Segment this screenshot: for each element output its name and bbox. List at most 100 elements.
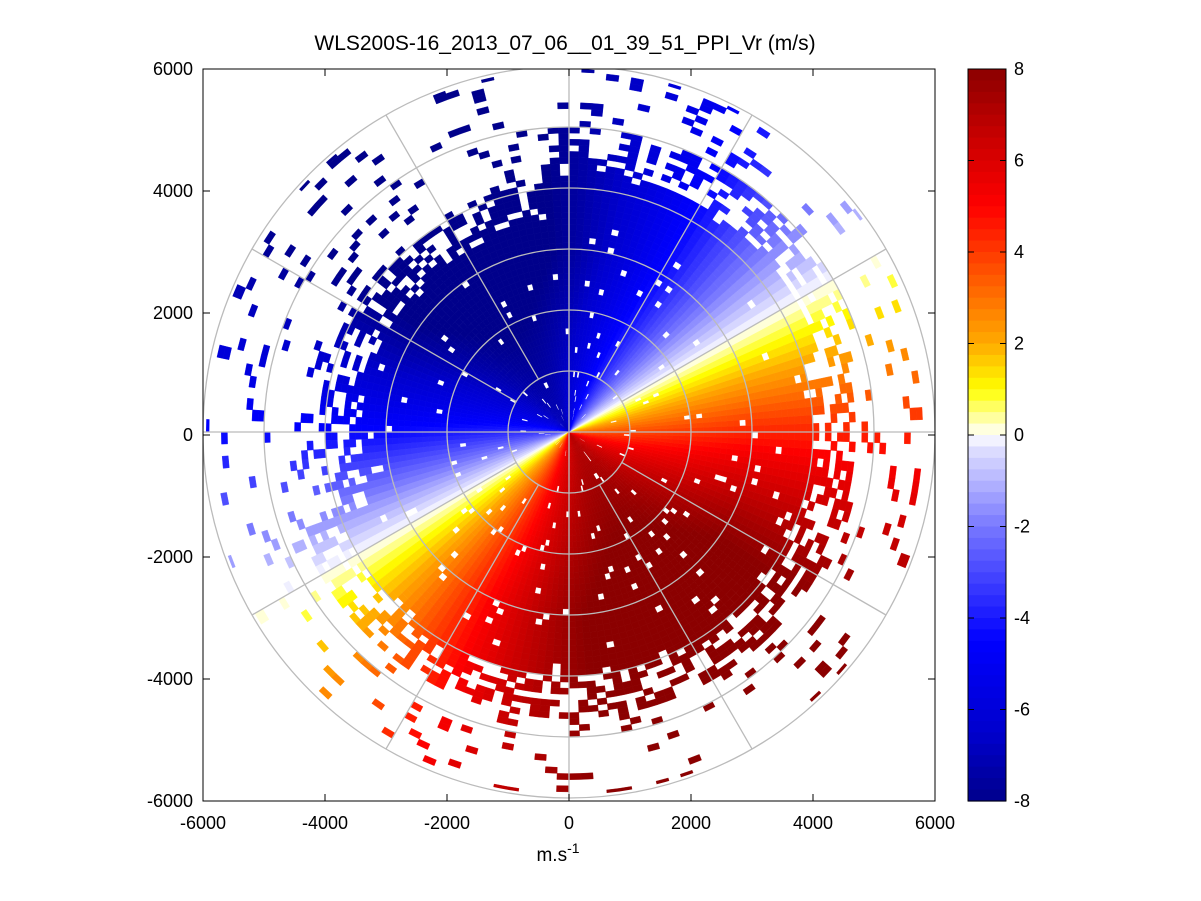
velocity-cell [568, 260, 576, 268]
velocity-cell [568, 303, 574, 311]
velocity-cell [579, 583, 586, 591]
velocity-cell [557, 528, 563, 536]
velocity-cell [540, 587, 548, 596]
velocity-cell [709, 426, 716, 433]
velocity-cell [576, 322, 581, 330]
velocity-cell [428, 441, 436, 447]
velocity-cell [579, 589, 587, 597]
velocity-cell [577, 346, 582, 354]
velocity-cell [572, 315, 578, 323]
velocity-cell [575, 328, 581, 336]
velocity-cell [579, 273, 586, 281]
velocity-cell [568, 596, 576, 604]
velocity-cell [410, 437, 418, 444]
velocity-cell [440, 427, 448, 433]
velocity-cell [404, 420, 412, 427]
velocity-cell [489, 426, 497, 430]
velocity-cell [708, 421, 716, 428]
velocity-cell [578, 571, 585, 579]
velocity-cell [562, 516, 567, 524]
velocity-cell [399, 402, 408, 410]
velocity-cell [647, 434, 655, 439]
velocity-cell [422, 421, 430, 428]
velocity-cell [574, 583, 581, 591]
velocity-cell [558, 285, 565, 293]
velocity-cell [398, 413, 406, 421]
velocity-cell [732, 413, 740, 421]
velocity-cell [659, 438, 667, 443]
velocity-cell [653, 434, 661, 439]
velocity-cell [556, 596, 564, 603]
velocity-cell [571, 346, 576, 354]
velocity-cell [404, 437, 412, 444]
velocity-cell [583, 286, 590, 294]
velocity-cell [547, 576, 554, 584]
velocity-cell [573, 553, 579, 561]
velocity-field [206, 69, 923, 795]
velocity-cell [578, 285, 585, 293]
velocity-cell [542, 575, 549, 584]
velocity-cell [560, 315, 566, 323]
velocity-cell [568, 572, 575, 579]
velocity-cell [391, 425, 399, 433]
velocity-cell [721, 426, 728, 433]
velocity-cell [715, 426, 722, 433]
velocity-cell [548, 570, 555, 578]
velocity-cell [572, 322, 577, 329]
velocity-cell [712, 452, 721, 459]
velocity-cell [556, 547, 562, 554]
velocity-cell [434, 431, 442, 437]
velocity-cell [446, 435, 454, 441]
velocity-cell [392, 407, 401, 415]
velocity-cell [564, 303, 570, 311]
velocity-cell [574, 261, 582, 268]
velocity-cell [563, 267, 570, 274]
velocity-cell [660, 434, 667, 440]
velocity-cell [577, 559, 584, 567]
velocity-cell [584, 274, 592, 282]
velocity-cell [434, 417, 442, 424]
velocity-cell [572, 541, 578, 549]
velocity-cell [405, 403, 414, 411]
velocity-cell [580, 595, 588, 603]
velocity-cell [562, 254, 570, 262]
velocity-cell [428, 431, 436, 438]
velocity-cell [436, 403, 444, 410]
velocity-cell [720, 442, 728, 449]
velocity-cell [568, 590, 575, 597]
velocity-cell [719, 447, 727, 455]
velocity-cell [561, 529, 566, 536]
velocity-cell [737, 407, 746, 415]
velocity-cell [573, 577, 580, 585]
velocity-cell [696, 422, 704, 428]
velocity-cell [428, 417, 436, 423]
velocity-cell [422, 431, 429, 438]
velocity-cell [568, 578, 575, 585]
velocity-cell [695, 445, 703, 451]
velocity-cell [561, 535, 566, 542]
velocity-cell [578, 565, 584, 573]
velocity-cell [568, 267, 575, 274]
velocity-cell [556, 254, 564, 262]
velocity-cell [585, 267, 593, 276]
velocity-cell [398, 419, 405, 427]
velocity-cell [573, 279, 580, 287]
velocity-cell [434, 440, 442, 447]
velocity-cell [404, 414, 412, 422]
velocity-cell [568, 565, 575, 573]
velocity-cell [546, 274, 554, 282]
velocity-cell [558, 577, 565, 585]
velocity-cell [578, 291, 584, 299]
velocity-cell [727, 426, 734, 433]
velocity-cell [709, 431, 716, 438]
velocity-cell [573, 571, 580, 579]
velocity-cell [584, 582, 592, 590]
velocity-cell [690, 431, 698, 437]
velocity-cell [563, 285, 570, 292]
velocity-cell [696, 436, 704, 442]
velocity-cell [696, 431, 704, 437]
velocity-cell [714, 421, 722, 428]
velocity-cell [578, 577, 586, 585]
velocity-cell [576, 310, 582, 317]
velocity-cell [440, 422, 448, 428]
